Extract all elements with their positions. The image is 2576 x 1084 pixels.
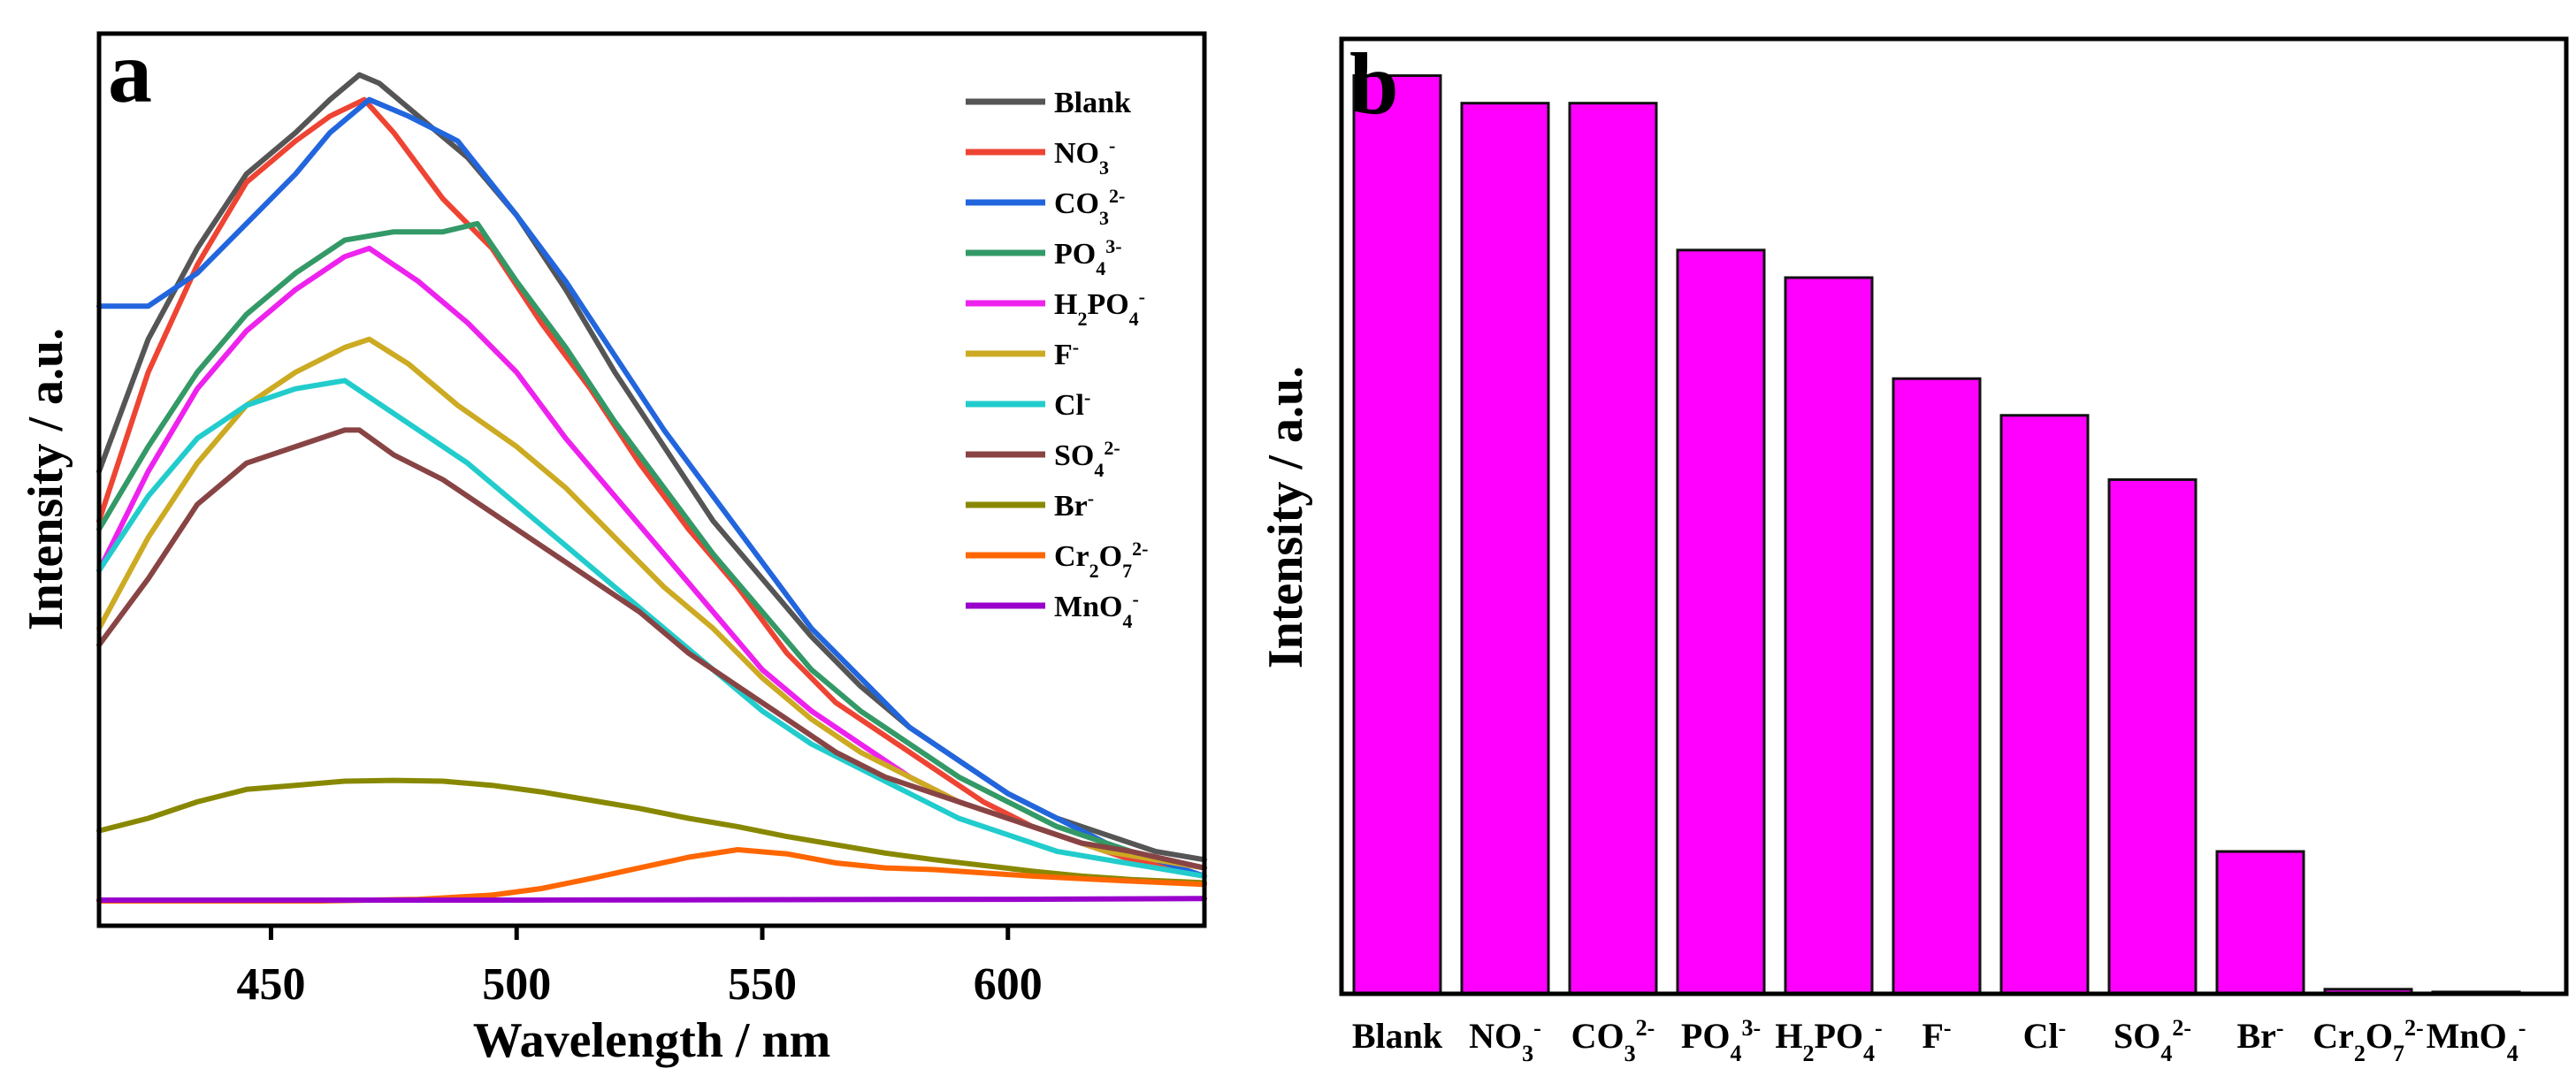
series-line-po4-3 bbox=[99, 224, 1204, 868]
bar-blank bbox=[1354, 76, 1441, 994]
bar-cl bbox=[2001, 416, 2088, 994]
series-line-no3 bbox=[99, 100, 1204, 876]
legend-label-cl: Cl- bbox=[1054, 386, 1090, 423]
panel-a: a 450 500 550 600 Wavelength / nm Intensity… bbox=[19, 23, 1204, 1068]
series-line-cr2o7-2 bbox=[99, 850, 1204, 901]
legend-label-f: F- bbox=[1054, 336, 1079, 372]
series-line-so4-2 bbox=[99, 430, 1204, 867]
panel-a-y-axis-label: Intensity / a.u. bbox=[19, 328, 73, 630]
legend-label-co3-2: CO32- bbox=[1054, 185, 1125, 229]
panel-b-label: b bbox=[1349, 34, 1399, 133]
x-tick-label: 550 bbox=[728, 959, 797, 1010]
bar-br bbox=[2217, 851, 2304, 994]
panel-b-y-axis-label: Intensity / a.u. bbox=[1258, 366, 1313, 668]
legend-label-blank: Blank bbox=[1054, 87, 1131, 119]
legend-label-po4-3: PO43- bbox=[1054, 235, 1122, 279]
legend-label-h2po4: H2PO4- bbox=[1054, 286, 1145, 330]
legend-label-no3: NO3- bbox=[1054, 134, 1115, 179]
x-tick-label: 600 bbox=[974, 959, 1043, 1010]
bar-label-br: Br- bbox=[2236, 1015, 2283, 1057]
panel-a-x-ticks: 450 500 550 600 bbox=[236, 926, 1042, 1010]
bar-co3-2 bbox=[1570, 103, 1656, 994]
bar-label-f: F- bbox=[1922, 1015, 1951, 1057]
panel-a-label: a bbox=[108, 23, 152, 121]
bar-f bbox=[1893, 378, 1980, 994]
x-tick-label: 500 bbox=[482, 959, 551, 1010]
panel-b: b Blank NO3- CO32- PO43- H2PO4- F- Cl- SO42- Br-… bbox=[1258, 34, 2566, 1066]
legend-label-cr2o7-2: Cr2O72- bbox=[1054, 538, 1148, 582]
bar-label-h2po4: H2PO4- bbox=[1775, 1015, 1882, 1066]
bar-label-cr2o7-2: Cr2O72- bbox=[2312, 1015, 2423, 1066]
bar-label-co3-2: CO32- bbox=[1571, 1015, 1655, 1066]
bar-label-so4-2: SO42- bbox=[2114, 1015, 2191, 1066]
series-line-co3-2 bbox=[99, 100, 1204, 876]
legend-label-so4-2: SO42- bbox=[1054, 437, 1120, 481]
bar-label-cl: Cl- bbox=[2023, 1015, 2067, 1057]
panel-b-bars bbox=[1354, 76, 2519, 994]
bar-po4-3 bbox=[1678, 250, 1764, 994]
legend-label-mno4: MnO4- bbox=[1054, 588, 1139, 632]
bar-so4-2 bbox=[2109, 479, 2196, 994]
panel-a-series-lines bbox=[99, 75, 1204, 901]
bar-no3 bbox=[1462, 103, 1548, 994]
series-line-mno4 bbox=[99, 898, 1204, 900]
bar-label-no3: NO3- bbox=[1469, 1015, 1541, 1066]
x-tick-label: 450 bbox=[236, 959, 305, 1010]
panel-b-x-tick-labels: Blank NO3- CO32- PO43- H2PO4- F- Cl- SO42- Br- Cr… bbox=[1352, 1015, 2526, 1066]
bar-label-blank: Blank bbox=[1352, 1016, 1443, 1056]
legend-label-br: Br- bbox=[1054, 487, 1094, 523]
panel-a-legend: Blank NO3- CO32- PO43- H2PO4- F- Cl- SO42- Br- Cr… bbox=[966, 87, 1148, 632]
bar-h2po4 bbox=[1785, 278, 1872, 994]
panel-a-x-axis-label: Wavelength / nm bbox=[473, 1013, 830, 1068]
bar-label-mno4: MnO4- bbox=[2427, 1015, 2526, 1066]
bar-label-po4-3: PO43- bbox=[1681, 1015, 1761, 1066]
